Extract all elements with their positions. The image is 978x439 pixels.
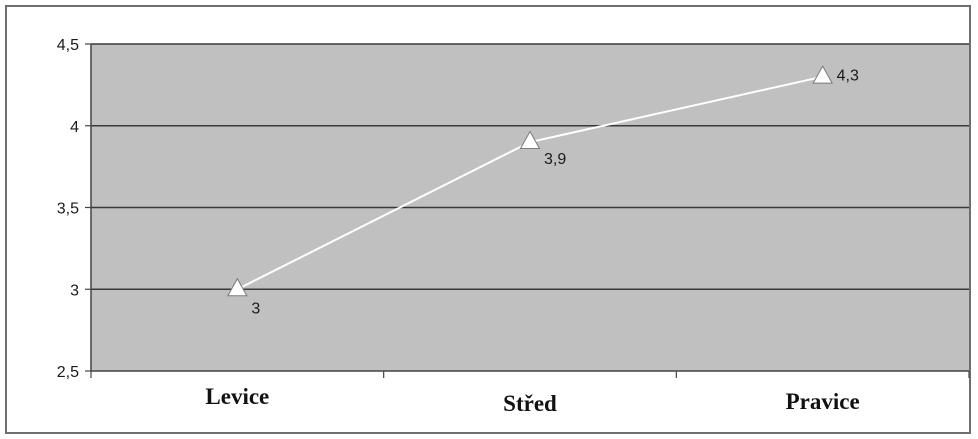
y-tick-label: 4,5 — [57, 37, 79, 54]
y-tick-label: 4 — [70, 119, 79, 136]
axes — [85, 43, 970, 378]
x-category-label: Levice — [205, 384, 269, 409]
data-point-marker — [812, 65, 834, 84]
data-point-marker — [519, 130, 541, 150]
data-label: 3 — [251, 300, 260, 317]
x-category-label: Střed — [503, 391, 557, 416]
y-tick-label: 2,5 — [57, 364, 79, 381]
data-label: 3,9 — [544, 151, 566, 168]
data-markers — [226, 65, 834, 297]
y-tick-label: 3,5 — [57, 201, 79, 218]
gridlines — [91, 43, 969, 290]
data-label: 4,3 — [837, 68, 859, 85]
x-axis-category-labels: Levice Střed Pravice — [205, 384, 859, 416]
x-category-label: Pravice — [786, 389, 860, 414]
y-axis-tick-labels: 2,5 3 3,5 4 4,5 — [57, 37, 79, 381]
y-tick-label: 3 — [70, 282, 79, 299]
data-point-marker — [226, 277, 248, 297]
data-labels: 3 3,9 4,3 — [251, 68, 859, 318]
